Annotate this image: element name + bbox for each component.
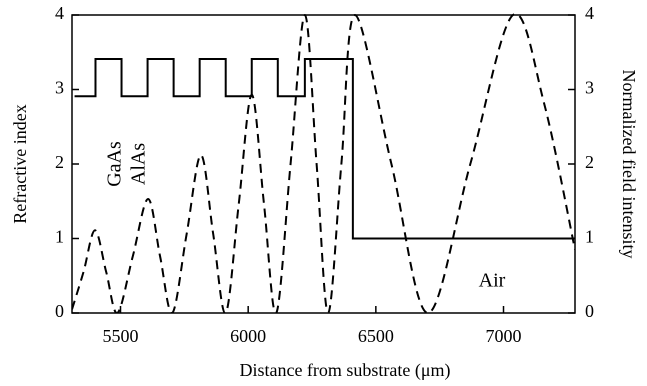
index-profile [74,57,575,240]
y-tick-label: 1 [55,227,64,247]
annotation: Air [479,270,506,292]
x-tick-label: 7000 [486,326,522,346]
y-tick-label: 0 [55,301,64,321]
x-axis-label: Distance from substrate (μm) [239,360,450,381]
x-tick-label: 5500 [103,326,139,346]
annotation: AlAs [128,143,150,185]
field-curve [72,13,575,313]
x-tick-label: 6500 [358,326,394,346]
y2-tick-label: 1 [585,227,594,247]
y2-tick-label: 2 [585,152,594,172]
y2-axis-label: Normalized field intensity [619,70,639,259]
x-tick-label: 6000 [230,326,266,346]
y-axis-label: Refractive index [10,104,30,223]
annotation: GaAs [104,141,126,187]
y-tick-label: 2 [55,152,64,172]
y2-tick-label: 3 [585,78,594,98]
y-tick-label: 4 [55,3,64,23]
y2-tick-label: 4 [585,3,594,23]
y2-tick-label: 0 [585,301,594,321]
y-tick-label: 3 [55,78,64,98]
